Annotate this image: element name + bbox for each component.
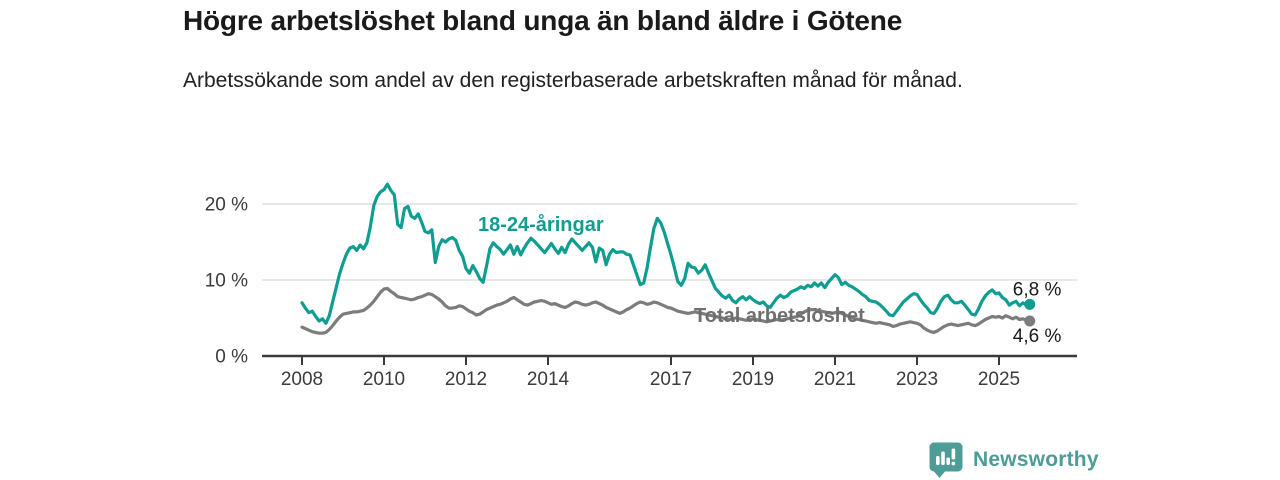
x-axis-tick-label: 2019 — [732, 369, 774, 390]
logo-exclamation-bar — [951, 448, 956, 460]
end-dot-total-arbetsl-shet — [1024, 315, 1036, 327]
x-axis-tick-label: 2014 — [527, 369, 570, 390]
x-axis-tick-label: 2021 — [814, 369, 856, 390]
y-axis-tick-label: 0 % — [215, 347, 248, 368]
x-axis-tick-label: 2012 — [445, 369, 487, 390]
chart-subtitle: Arbetssökande som andel av den registerb… — [183, 69, 963, 92]
logo-bar-1 — [936, 456, 940, 465]
end-value-label-18-24-ringar: 6,8 % — [1013, 279, 1062, 300]
x-axis-tick-label: 2010 — [363, 369, 405, 390]
series-line-18-24-ringar — [300, 182, 1032, 325]
logo-bar-3 — [946, 457, 950, 465]
series-line-total-arbetsl-shet — [300, 286, 1032, 335]
y-axis-tick-label: 20 % — [205, 195, 248, 216]
brand-name: Newsworthy — [973, 448, 1099, 471]
x-axis-tick-label: 2025 — [978, 369, 1020, 390]
newsworthy-logo-icon — [929, 442, 963, 478]
x-axis-tick-label: 2017 — [650, 369, 692, 390]
newsworthy-brand-link[interactable]: Newsworthy — [928, 441, 1099, 479]
series-label-total-arbetsl-shet: Total arbetslöshet — [694, 305, 865, 327]
logo-exclamation-dot — [951, 461, 956, 466]
series-label-18-24-ringar: 18-24-åringar — [478, 213, 604, 236]
logo-bar-2 — [941, 451, 945, 465]
logo-bubble-shape — [929, 442, 963, 478]
end-value-label-total-arbetsl-shet: 4,6 % — [1013, 326, 1062, 347]
y-axis-tick-label: 10 % — [205, 271, 248, 292]
end-dot-18-24-ringar — [1024, 298, 1036, 310]
x-axis-tick-label: 2023 — [896, 369, 938, 390]
chart-title: Högre arbetslöshet bland unga än bland ä… — [183, 5, 903, 36]
x-axis-tick-label: 2008 — [281, 369, 323, 390]
